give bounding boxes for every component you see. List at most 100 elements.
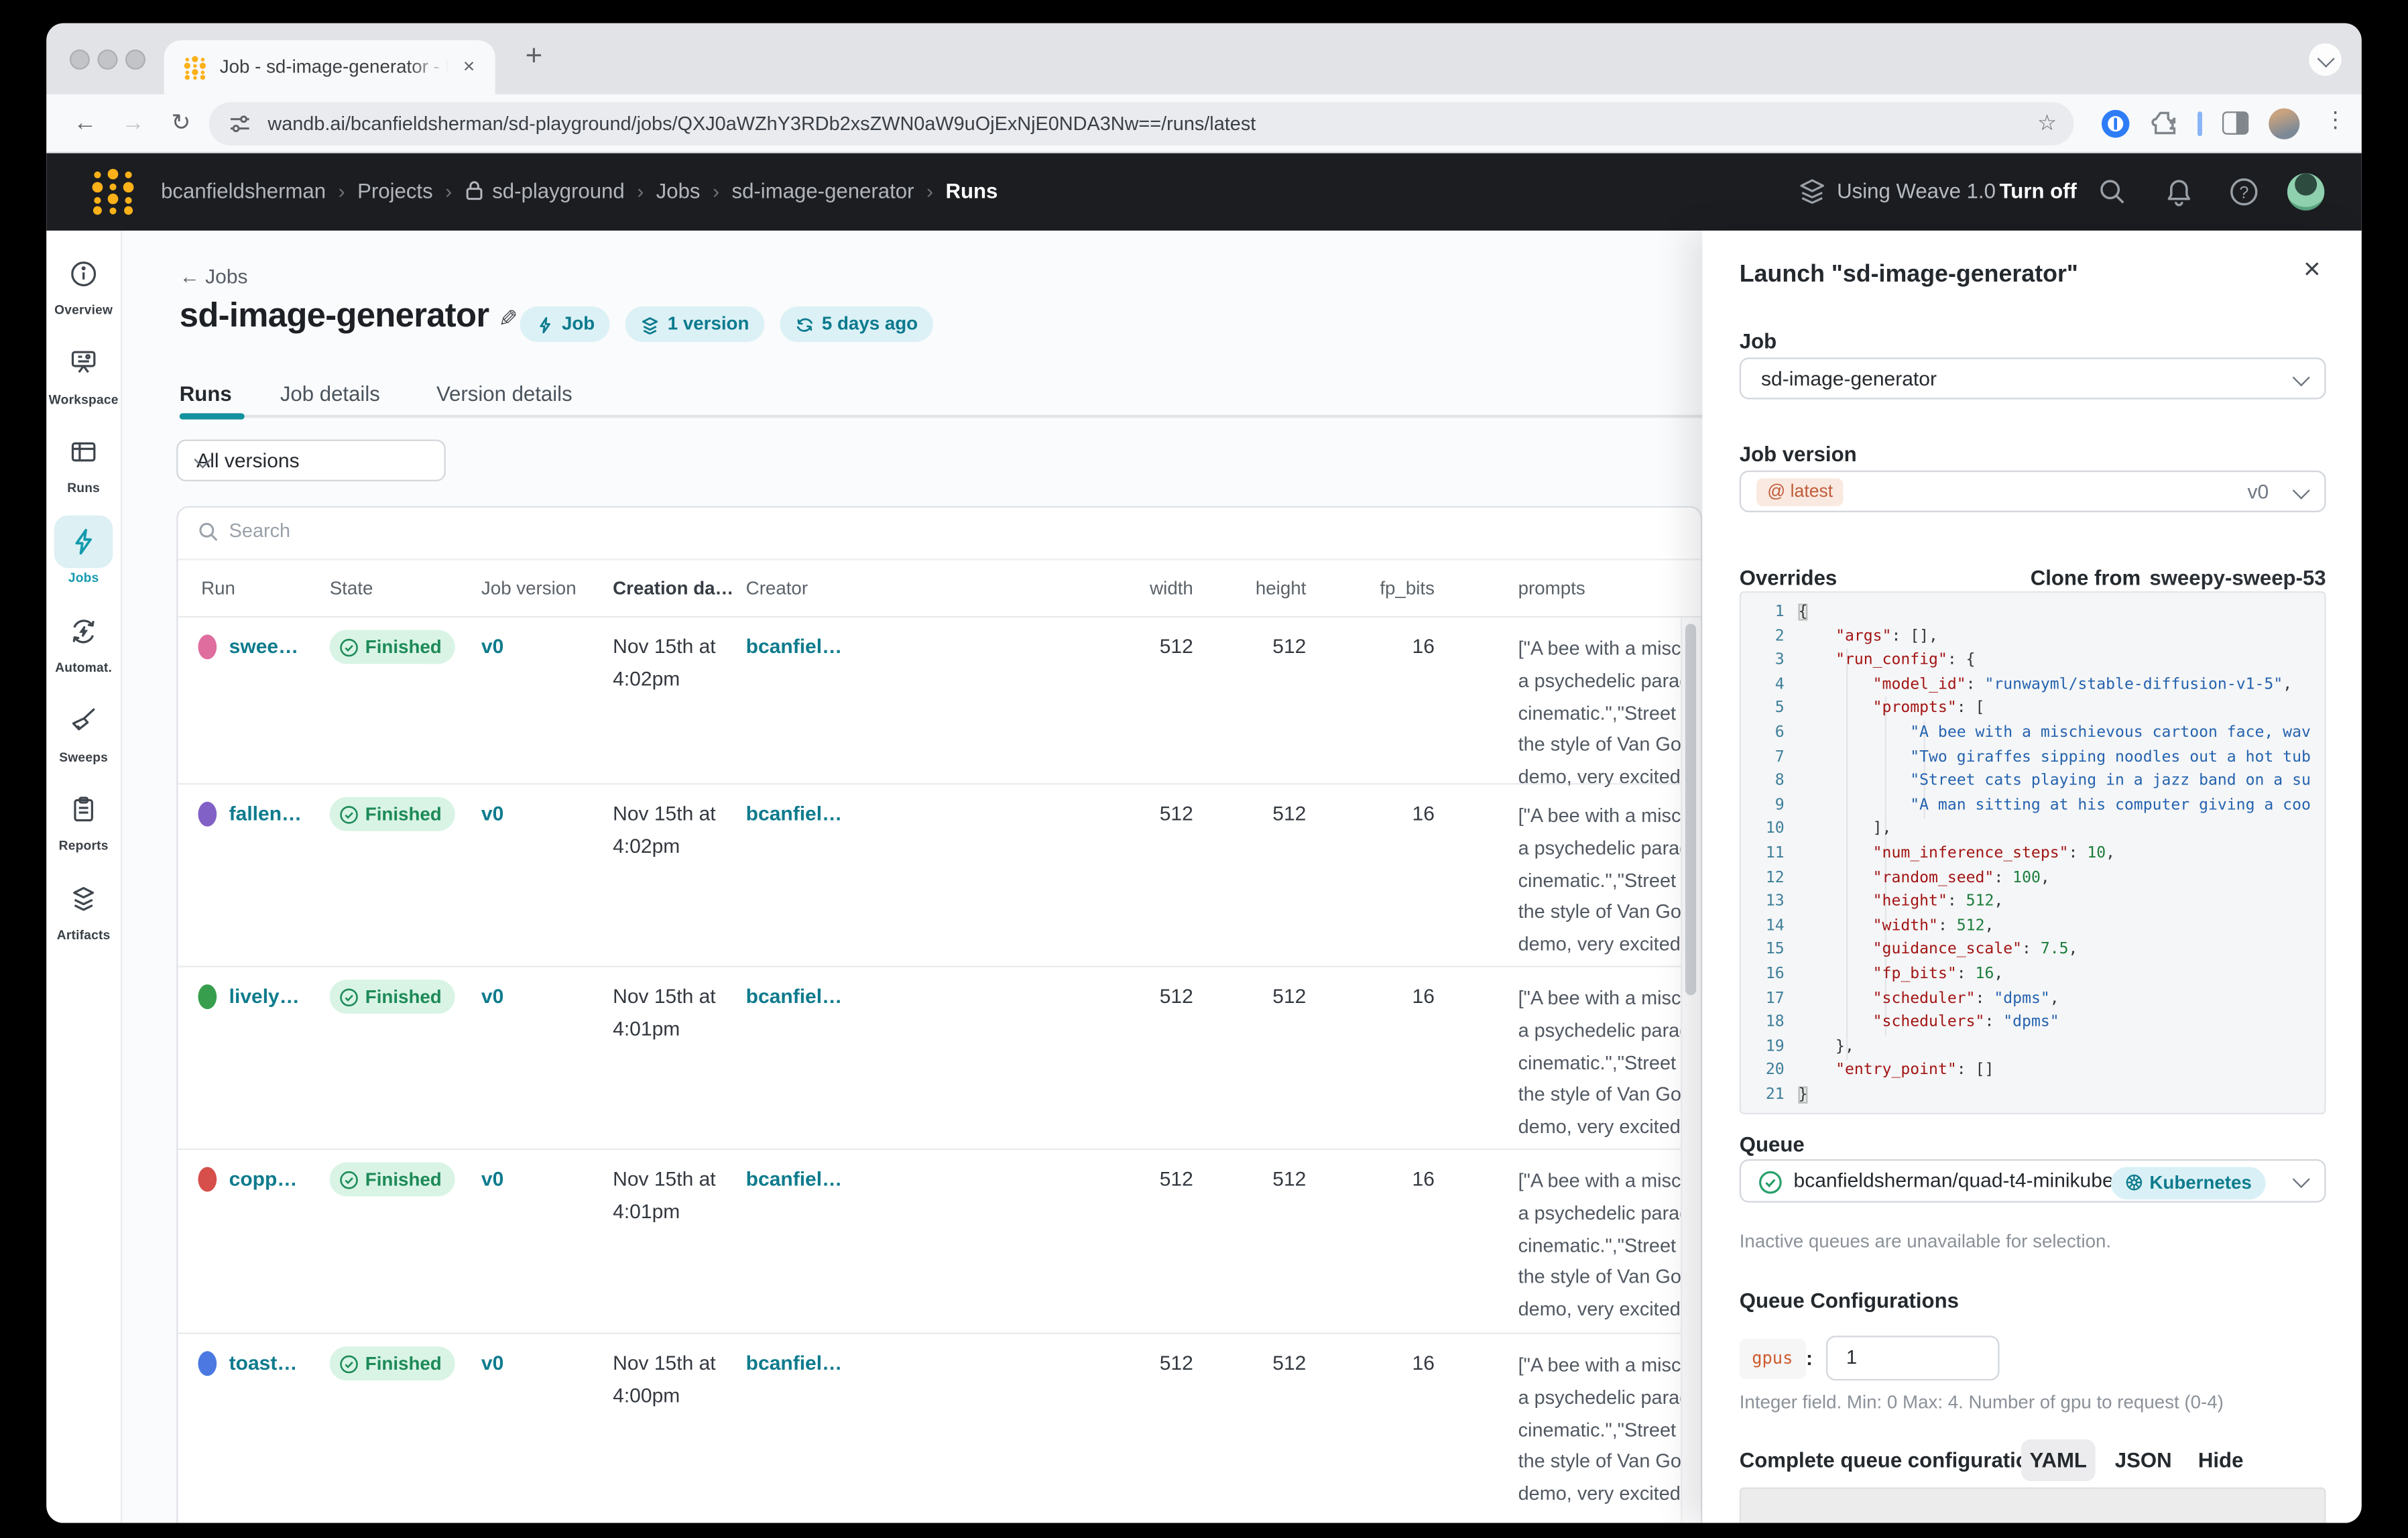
queue-select[interactable]: bcanfieldsherman/quad-t4-minikube Kubern… — [1739, 1159, 2326, 1203]
wandb-logo[interactable] — [90, 168, 136, 215]
clone-from-run-selector[interactable]: sweepy-sweep-53 — [2149, 566, 2326, 590]
browser-tab[interactable]: Job - sd-image-generator - R × — [164, 40, 495, 95]
password-extension-icon[interactable] — [2101, 109, 2130, 138]
job-version-link[interactable]: v0 — [481, 801, 504, 825]
close-window-button[interactable] — [69, 49, 90, 70]
browser-menu-icon[interactable]: ⋮ — [2324, 107, 2346, 132]
breadcrumb-item-Runs[interactable]: Runs — [945, 179, 998, 203]
title-badge-job[interactable]: Job — [520, 306, 611, 343]
table-row[interactable]: toast… Finished v0 Nov 15th at 4:00pm bcanfie… — [178, 1334, 1701, 1523]
tab-close-icon[interactable]: × — [463, 54, 475, 78]
creator-link[interactable]: bcanfiel… — [745, 1351, 843, 1374]
back-to-jobs-link[interactable]: ← Jobs — [179, 264, 248, 288]
sidebar-item-artifacts[interactable]: Artifacts — [46, 873, 121, 943]
column-header-fp_bits[interactable]: fp_bits — [1380, 577, 1435, 599]
code-line[interactable]: 21} — [1741, 1083, 2324, 1108]
sidebar-item-jobs[interactable]: Jobs — [46, 515, 121, 585]
tab-search-chevron-icon[interactable] — [2309, 43, 2342, 76]
url-text[interactable]: wandb.ai/bcanfieldsherman/sd-playground/… — [267, 113, 1256, 135]
code-line[interactable]: 8 "Street cats playing in a jazz band on… — [1741, 770, 2324, 794]
address-bar[interactable]: wandb.ai/bcanfieldsherman/sd-playground/… — [208, 102, 2074, 145]
code-line[interactable]: 3 "run_config": { — [1741, 649, 2324, 673]
code-line[interactable]: 1{ — [1741, 601, 2324, 625]
code-line[interactable]: 6 "A bee with a mischievous cartoon face… — [1741, 721, 2324, 746]
sidebar-item-runs[interactable]: Runs — [46, 426, 121, 496]
column-header-run[interactable]: Run — [201, 577, 235, 599]
format-yaml-button[interactable]: YAML — [2021, 1439, 2096, 1482]
sidebar-item-workspace[interactable]: Workspace — [46, 337, 121, 406]
breadcrumb-item-bcanfieldsherman[interactable]: bcanfieldsherman — [161, 179, 326, 203]
sidebar-item-overview[interactable]: Overview — [46, 247, 121, 317]
job-version-link[interactable]: v0 — [481, 634, 504, 658]
code-line[interactable]: 5 "prompts": [ — [1741, 697, 2324, 721]
version-filter-select[interactable]: All versions — [176, 439, 446, 481]
title-badge-1-version[interactable]: 1 version — [625, 306, 765, 343]
scrollbar-thumb[interactable] — [1685, 624, 1697, 996]
code-line[interactable]: 20 "entry_point": [] — [1741, 1059, 2324, 1083]
edit-title-icon[interactable]: ✎ — [498, 306, 518, 333]
format-json-button[interactable]: JSON — [2114, 1448, 2172, 1472]
tab-runs[interactable]: Runs — [179, 382, 232, 406]
overrides-code-editor[interactable]: 1{2 "args": [], 3 "run_config": {4 "model… — [1739, 591, 2326, 1115]
code-line[interactable]: 4 "model_id": "runwayml/stable-diffusion… — [1741, 673, 2324, 697]
bookmark-star-icon[interactable]: ☆ — [2037, 109, 2057, 135]
search-icon[interactable] — [2097, 176, 2128, 207]
job-select[interactable]: sd-image-generator — [1739, 357, 2326, 400]
column-header-width[interactable]: width — [1150, 577, 1193, 599]
breadcrumb-item-sd-playground[interactable]: sd-playground — [465, 180, 625, 202]
job-version-link[interactable]: v0 — [481, 1351, 504, 1374]
creator-link[interactable]: bcanfiel… — [745, 634, 843, 658]
tab-job-details[interactable]: Job details — [280, 382, 380, 406]
code-line[interactable]: 9 "A man sitting at his computer giving … — [1741, 794, 2324, 818]
breadcrumb-item-Jobs[interactable]: Jobs — [656, 179, 701, 203]
code-line[interactable]: 18 "schedulers": "dpms" — [1741, 1011, 2324, 1035]
column-header-height[interactable]: height — [1255, 577, 1307, 599]
gpus-input[interactable]: 1 — [1826, 1336, 2000, 1381]
column-header-state[interactable]: State — [329, 577, 373, 599]
site-settings-icon[interactable] — [229, 113, 251, 135]
user-avatar[interactable] — [2287, 173, 2325, 211]
reload-button[interactable]: ↻ — [171, 109, 191, 137]
forward-button[interactable]: → — [121, 109, 145, 137]
creator-link[interactable]: bcanfiel… — [745, 1167, 843, 1191]
title-badge-5-days-ago[interactable]: 5 days ago — [780, 306, 934, 343]
minimize-window-button[interactable] — [97, 49, 118, 70]
column-header-creator[interactable]: Creator — [745, 577, 808, 599]
table-row[interactable]: copp… Finished v0 Nov 15th at 4:01pm bcanfiel… — [178, 1150, 1701, 1334]
table-row[interactable]: lively… Finished v0 Nov 15th at 4:01pm bcanfi… — [178, 967, 1701, 1150]
search-input[interactable]: Search — [229, 520, 291, 542]
job-version-link[interactable]: v0 — [481, 1167, 504, 1191]
run-name-link[interactable]: swee… — [229, 634, 299, 658]
code-line[interactable]: 7 "Two giraffes sipping noodles out a ho… — [1741, 746, 2324, 770]
column-header-jobversion[interactable]: Job version — [481, 577, 577, 599]
breadcrumb-item-Projects[interactable]: Projects — [357, 179, 433, 203]
run-name-link[interactable]: fallen… — [229, 801, 302, 825]
table-row[interactable]: swee… Finished v0 Nov 15th at 4:02pm bcanfiel… — [178, 617, 1701, 788]
table-row[interactable]: fallen… Finished v0 Nov 15th at 4:02pm bcanfi… — [178, 784, 1701, 967]
code-line[interactable]: 19 }, — [1741, 1035, 2324, 1059]
code-line[interactable]: 12 "random_seed": 100, — [1741, 866, 2324, 890]
code-line[interactable]: 17 "scheduler": "dpms", — [1741, 987, 2324, 1011]
column-header-creationda[interactable]: Creation da… — [613, 577, 734, 599]
creator-link[interactable]: bcanfiel… — [745, 801, 843, 825]
breadcrumb-item-sd-image-generator[interactable]: sd-image-generator — [731, 179, 914, 203]
column-header-prompts[interactable]: prompts — [1518, 577, 1585, 599]
close-icon[interactable]: × — [2303, 253, 2321, 287]
sidebar-item-reports[interactable]: Reports — [46, 784, 121, 853]
notifications-bell-icon[interactable] — [2163, 176, 2194, 207]
creator-link[interactable]: bcanfiel… — [745, 984, 843, 1008]
weave-turn-off-button[interactable]: Turn off — [1999, 179, 2077, 203]
code-line[interactable]: 14 "width": 512, — [1741, 914, 2324, 939]
code-line[interactable]: 16 "fp_bits": 16, — [1741, 963, 2324, 987]
run-name-link[interactable]: lively… — [229, 984, 300, 1008]
table-search-row[interactable]: Search — [178, 508, 1701, 560]
job-version-select[interactable]: @ latest v0 — [1739, 470, 2326, 513]
side-panel-icon[interactable] — [2222, 111, 2249, 135]
zoom-window-button[interactable] — [125, 49, 145, 70]
job-version-link[interactable]: v0 — [481, 984, 504, 1008]
extensions-puzzle-icon[interactable] — [2151, 110, 2177, 136]
back-button[interactable]: ← — [73, 109, 97, 137]
code-line[interactable]: 15 "guidance_scale": 7.5, — [1741, 939, 2324, 963]
sidebar-item-sweeps[interactable]: Sweeps — [46, 694, 121, 764]
code-line[interactable]: 2 "args": [], — [1741, 625, 2324, 649]
